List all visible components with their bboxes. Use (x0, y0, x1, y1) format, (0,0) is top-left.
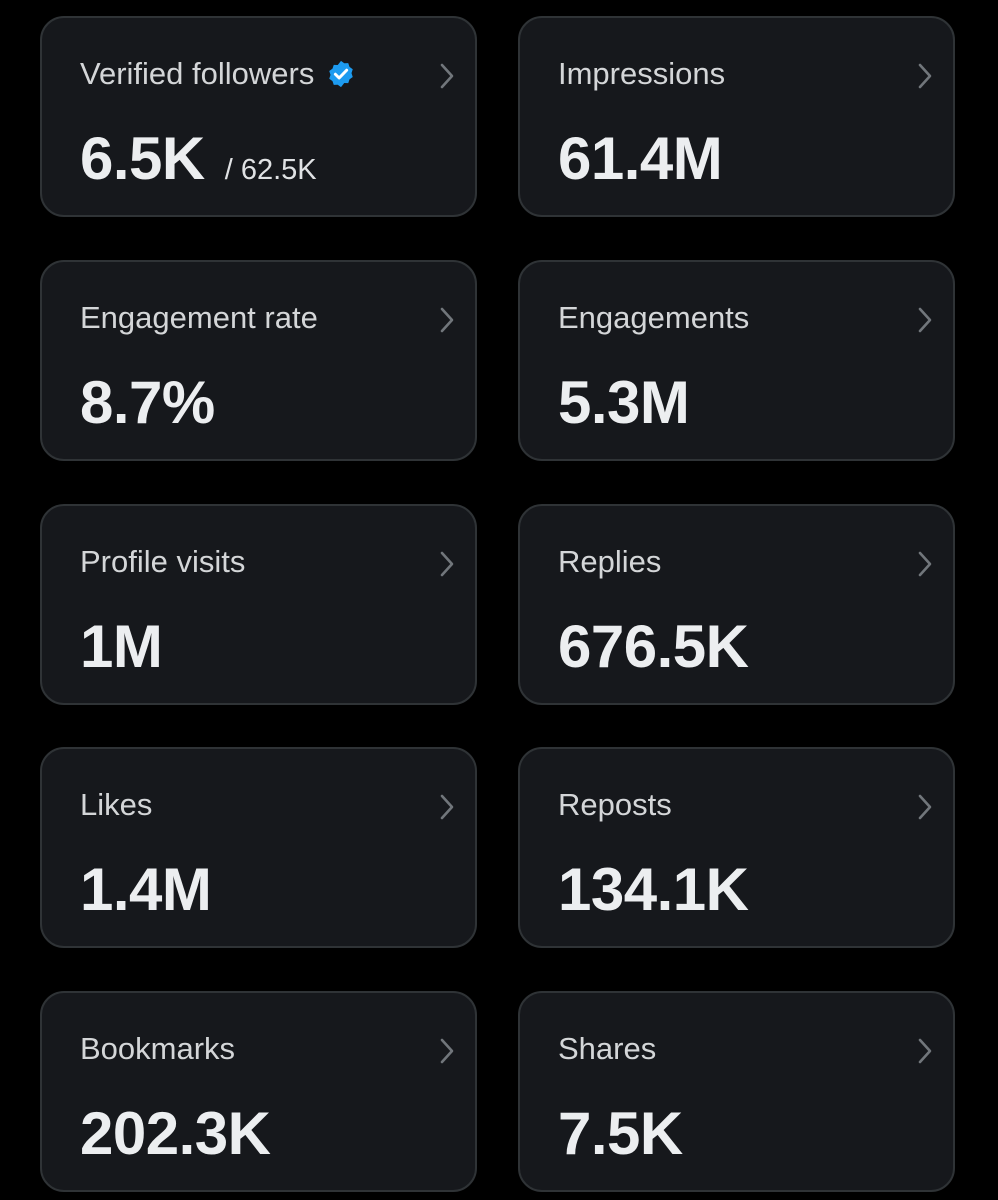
metric-label: Impressions (558, 56, 725, 92)
chevron-icon (918, 307, 932, 333)
metric-label: Verified followers (80, 56, 356, 92)
metric-value-row: 134.1K (558, 855, 749, 924)
metric-value-row: 7.5K (558, 1099, 683, 1168)
metric-card[interactable]: Shares 7.5K (518, 991, 955, 1192)
metric-value-row: 61.4M (558, 124, 723, 193)
metric-card[interactable]: Replies 676.5K (518, 503, 955, 705)
chevron-icon (918, 63, 932, 89)
metric-card[interactable]: Engagements 5.3M (518, 259, 955, 461)
metric-label-text: Bookmarks (80, 1031, 236, 1066)
chevron-icon (918, 1038, 932, 1064)
metric-value: 8.7% (80, 368, 215, 436)
metric-label: Reposts (558, 787, 672, 823)
metric-value-row: 1.4M (80, 855, 212, 924)
metric-label-text: Shares (558, 1031, 657, 1066)
metric-label-text: Engagements (558, 299, 750, 335)
metric-card[interactable]: Profile visits 1M (40, 503, 477, 705)
metric-value-row: 6.5K / 62.5K (80, 124, 317, 193)
metric-value: 202.3K (80, 1100, 271, 1167)
metric-value: 676.5K (558, 612, 749, 680)
chevron-icon (440, 307, 454, 333)
metric-card[interactable]: Verified followers 6.5K / 62.5K (40, 16, 477, 217)
metric-value-row: 8.7% (80, 368, 215, 437)
metric-label-text: Engagement rate (80, 299, 318, 335)
metric-label: Profile visits (80, 544, 245, 580)
chevron-icon (440, 1038, 454, 1064)
metric-label-text: Reposts (558, 787, 672, 823)
metric-label-text: Likes (80, 787, 153, 823)
metric-value: 1.4M (80, 856, 212, 924)
metric-label: Likes (80, 787, 152, 823)
metric-card[interactable]: Engagement rate 8.7% (40, 259, 477, 461)
metric-label: Engagements (558, 300, 749, 336)
metric-value: 61.4M (558, 125, 723, 192)
chevron-icon (440, 794, 454, 820)
chevron-icon (918, 794, 932, 820)
metric-label: Engagement rate (80, 300, 318, 336)
metric-label: Shares (558, 1031, 656, 1067)
metric-label-text: Impressions (558, 56, 726, 91)
metric-value-row: 1M (80, 612, 163, 681)
metric-value-row: 676.5K (558, 612, 749, 681)
metric-value-row: 202.3K (80, 1099, 271, 1168)
metric-value: 5.3M (558, 368, 690, 436)
metric-value: 1M (80, 612, 163, 680)
metric-value: 6.5K (80, 125, 205, 192)
metric-value: 134.1K (558, 856, 749, 924)
verified-badge (329, 60, 354, 88)
metric-card[interactable]: Likes 1.4M (40, 747, 477, 949)
chevron-icon (440, 63, 454, 89)
metric-label: Replies (558, 544, 661, 580)
metric-value: 7.5K (558, 1100, 683, 1167)
metric-label-text: Replies (558, 543, 662, 579)
metric-label: Bookmarks (80, 1031, 235, 1067)
metric-card[interactable]: Reposts 134.1K (518, 747, 955, 949)
metric-label-text: Verified followers (80, 56, 315, 91)
metric-label-text: Profile visits (80, 543, 246, 579)
metric-card[interactable]: Impressions 61.4M (518, 16, 955, 217)
metric-value-row: 5.3M (558, 368, 690, 437)
chevron-icon (918, 551, 932, 576)
metric-total: / 62.5K (224, 154, 317, 186)
metric-card[interactable]: Bookmarks 202.3K (40, 991, 477, 1192)
chevron-icon (440, 551, 454, 576)
